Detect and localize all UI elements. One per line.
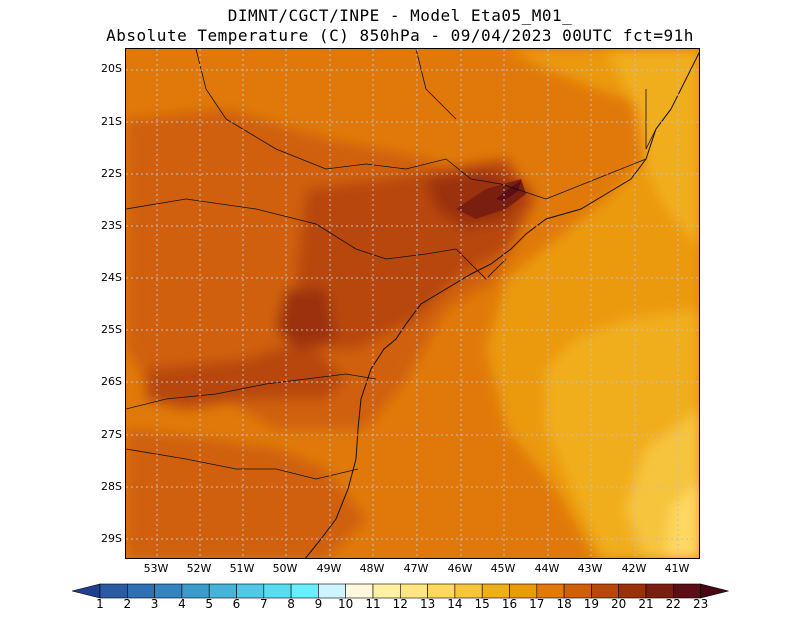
colorbar-level-label: 20 <box>611 597 627 611</box>
colorbar-level-label: 14 <box>447 597 463 611</box>
lat-label-25s: 25S <box>101 323 122 336</box>
lon-label-50w: 50W <box>272 562 298 575</box>
colorbar-level-label: 10 <box>338 597 354 611</box>
field-20-zone-west <box>146 339 346 409</box>
colorbar-bin <box>99 583 128 599</box>
colorbar-bin <box>563 583 592 599</box>
coastline <box>304 51 699 558</box>
lat-label-23s: 23S <box>101 219 122 232</box>
colorbar-bin <box>181 583 210 599</box>
lat-label-28s: 28S <box>101 480 122 493</box>
lon-label-51w: 51W <box>229 562 255 575</box>
colorbar-level-label: 18 <box>556 597 572 611</box>
lon-label-41w: 41W <box>664 562 690 575</box>
lat-label-26s: 26S <box>101 375 122 388</box>
field-21-zone-west <box>276 289 336 349</box>
colorbar-bin <box>399 583 428 599</box>
colorbar-level-label: 8 <box>287 597 295 611</box>
field-23-zone <box>496 181 521 201</box>
colorbar-bin <box>618 583 647 599</box>
lon-label-46w: 46W <box>447 562 473 575</box>
colorbar-level-label: 3 <box>150 597 159 611</box>
colorbar-bin <box>154 583 183 599</box>
colorbar-bin <box>645 583 674 599</box>
state-border-es <box>645 89 672 150</box>
map-canvas <box>126 49 699 558</box>
colorbar-arrow-left <box>71 583 101 599</box>
state-border-pr-sp <box>126 198 507 280</box>
colorbar-bin <box>236 583 265 599</box>
colorbar-level-label: 22 <box>665 597 681 611</box>
colorbar-bin <box>509 583 538 599</box>
colorbar-level-label: 4 <box>178 597 186 611</box>
field-19-zone-south <box>126 429 366 558</box>
colorbar-level-label: 15 <box>474 597 490 611</box>
colorbar-level-label: 1 <box>96 597 104 611</box>
lat-label-21s: 21S <box>101 115 122 128</box>
colorbar-level-label: 9 <box>314 597 323 611</box>
map-grid <box>126 49 699 558</box>
colorbar-bin <box>345 583 374 599</box>
lon-label-43w: 43W <box>577 562 603 575</box>
lat-label-22s: 22S <box>101 167 122 180</box>
colorbar-bin <box>591 583 620 599</box>
colorbar-level-label: 7 <box>259 597 268 611</box>
colorbar-level-label: 13 <box>419 597 436 611</box>
colorbar-bin <box>263 583 292 599</box>
colorbar-level-label: 2 <box>123 597 132 611</box>
lon-label-45w: 45W <box>490 562 516 575</box>
lon-label-52w: 52W <box>186 562 212 575</box>
lon-label-42w: 42W <box>621 562 647 575</box>
colorbar-bin <box>290 583 319 599</box>
state-border-north <box>415 49 457 120</box>
colorbar-level-label: 21 <box>638 597 654 611</box>
state-border-sp-mg <box>195 49 647 200</box>
colorbar-bin <box>536 583 565 599</box>
colorbar <box>71 583 729 599</box>
colorbar-bin <box>208 583 237 599</box>
colorbar-level-label: 19 <box>583 597 600 611</box>
colorbar-bin <box>427 583 456 599</box>
chart-title-line-1: DIMNT/CGCT/INPE - Model Eta05_M01_ <box>227 6 573 25</box>
field-14-zone <box>666 481 699 558</box>
colorbar-level-label: 23 <box>692 597 709 611</box>
colorbar-bin <box>318 583 346 599</box>
colorbar-level-label: 11 <box>365 597 381 611</box>
colorbar-level-label: 17 <box>529 597 545 611</box>
lon-label-44w: 44W <box>534 562 560 575</box>
lat-label-27s: 27S <box>101 428 122 441</box>
temperature-map <box>125 48 700 559</box>
colorbar-level-label: 5 <box>205 597 213 611</box>
colorbar-level-label: 16 <box>501 597 518 611</box>
colorbar-bin <box>127 583 155 599</box>
colorbar-bin <box>481 583 510 599</box>
lon-label-49w: 49W <box>316 562 342 575</box>
state-border-rs-sc <box>126 448 359 480</box>
colorbar-bin <box>672 583 701 599</box>
lon-label-47w: 47W <box>403 562 429 575</box>
colorbar-arrow-right <box>700 583 729 599</box>
lon-label-48w: 48W <box>359 562 385 575</box>
lat-label-20s: 20S <box>101 62 122 75</box>
colorbar-bin <box>454 583 483 599</box>
lon-label-53w: 53W <box>143 562 169 575</box>
state-border-sc-pr <box>126 373 377 410</box>
lat-label-24s: 24S <box>101 271 122 284</box>
chart-title-line-2: Absolute Temperature (C) 850hPa - 09/04/… <box>106 26 694 45</box>
colorbar-level-label: 12 <box>392 597 408 611</box>
colorbar-level-label: 6 <box>232 597 241 611</box>
colorbar-bin <box>372 583 401 599</box>
lat-label-29s: 29S <box>101 532 122 545</box>
